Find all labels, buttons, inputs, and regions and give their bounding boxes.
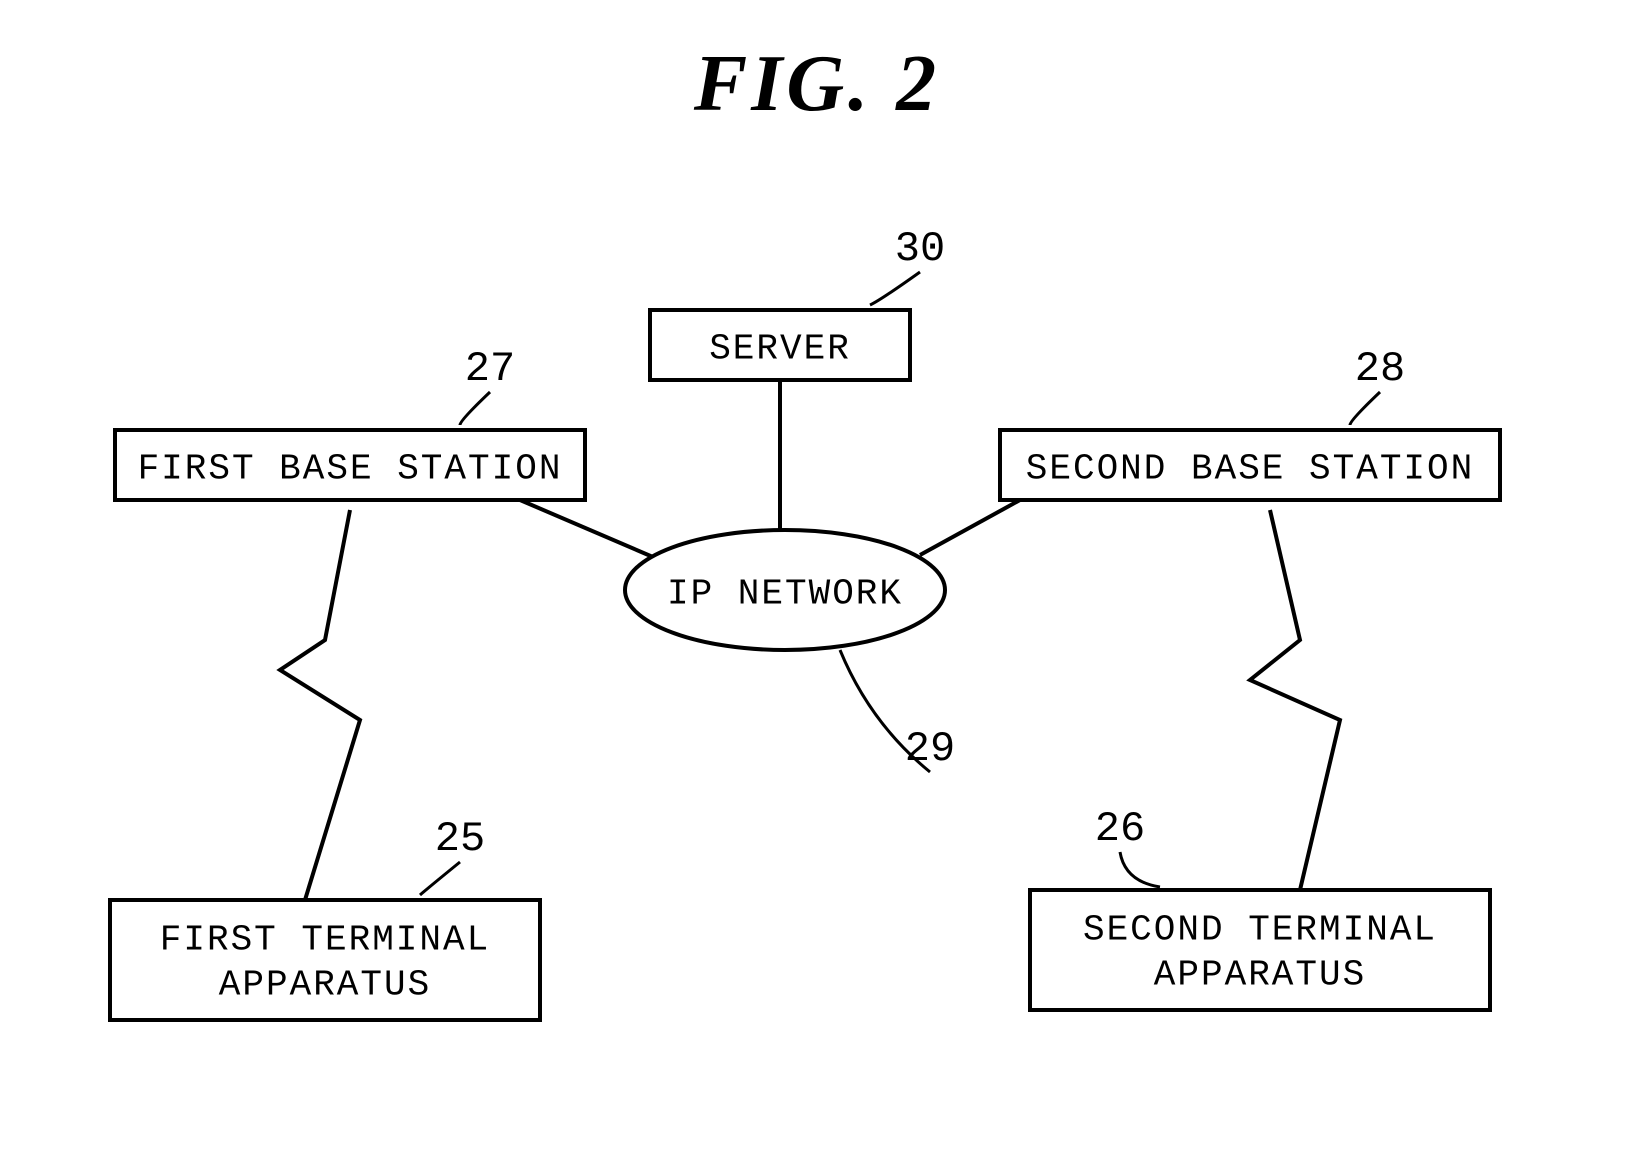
first-base-station-leader	[460, 392, 490, 425]
second-base-station-label: SECOND BASE STATION	[1026, 449, 1474, 490]
second-terminal-node: SECOND TERMINAL APPARATUS 26	[1030, 805, 1490, 1010]
edge-bs1-to-ipnet	[520, 500, 660, 560]
second-base-station-node: SECOND BASE STATION 28	[1000, 345, 1500, 500]
second-base-station-leader	[1350, 392, 1380, 425]
edge-bs2-to-term2-wireless	[1250, 510, 1340, 890]
second-terminal-leader	[1120, 852, 1160, 887]
server-node: SERVER 30	[650, 225, 945, 380]
second-terminal-ref: 26	[1095, 805, 1145, 853]
server-leader	[870, 272, 920, 305]
first-terminal-node: FIRST TERMINAL APPARATUS 25	[110, 815, 540, 1020]
first-terminal-ref: 25	[435, 815, 485, 863]
ip-network-node: IP NETWORK 29	[625, 530, 955, 773]
first-terminal-label-line2: APPARATUS	[219, 965, 431, 1006]
second-terminal-label-line2: APPARATUS	[1154, 955, 1366, 996]
edge-bs1-to-term1-wireless	[280, 510, 360, 900]
first-base-station-label: FIRST BASE STATION	[138, 449, 563, 490]
first-base-station-node: FIRST BASE STATION 27	[115, 345, 585, 500]
ip-network-ref: 29	[905, 725, 955, 773]
second-base-station-ref: 28	[1355, 345, 1405, 393]
second-terminal-label-line1: SECOND TERMINAL	[1083, 910, 1437, 951]
server-ref: 30	[895, 225, 945, 273]
figure-title: FIG. 2	[693, 40, 940, 128]
first-base-station-ref: 27	[465, 345, 515, 393]
edge-bs2-to-ipnet	[920, 500, 1020, 555]
figure-canvas: FIG. 2 SERVER 30 FIRST BASE STATION 27 S…	[0, 0, 1635, 1150]
ip-network-label: IP NETWORK	[667, 574, 903, 615]
first-terminal-label-line1: FIRST TERMINAL	[160, 920, 490, 961]
server-label: SERVER	[709, 329, 851, 370]
first-terminal-leader	[420, 862, 460, 895]
